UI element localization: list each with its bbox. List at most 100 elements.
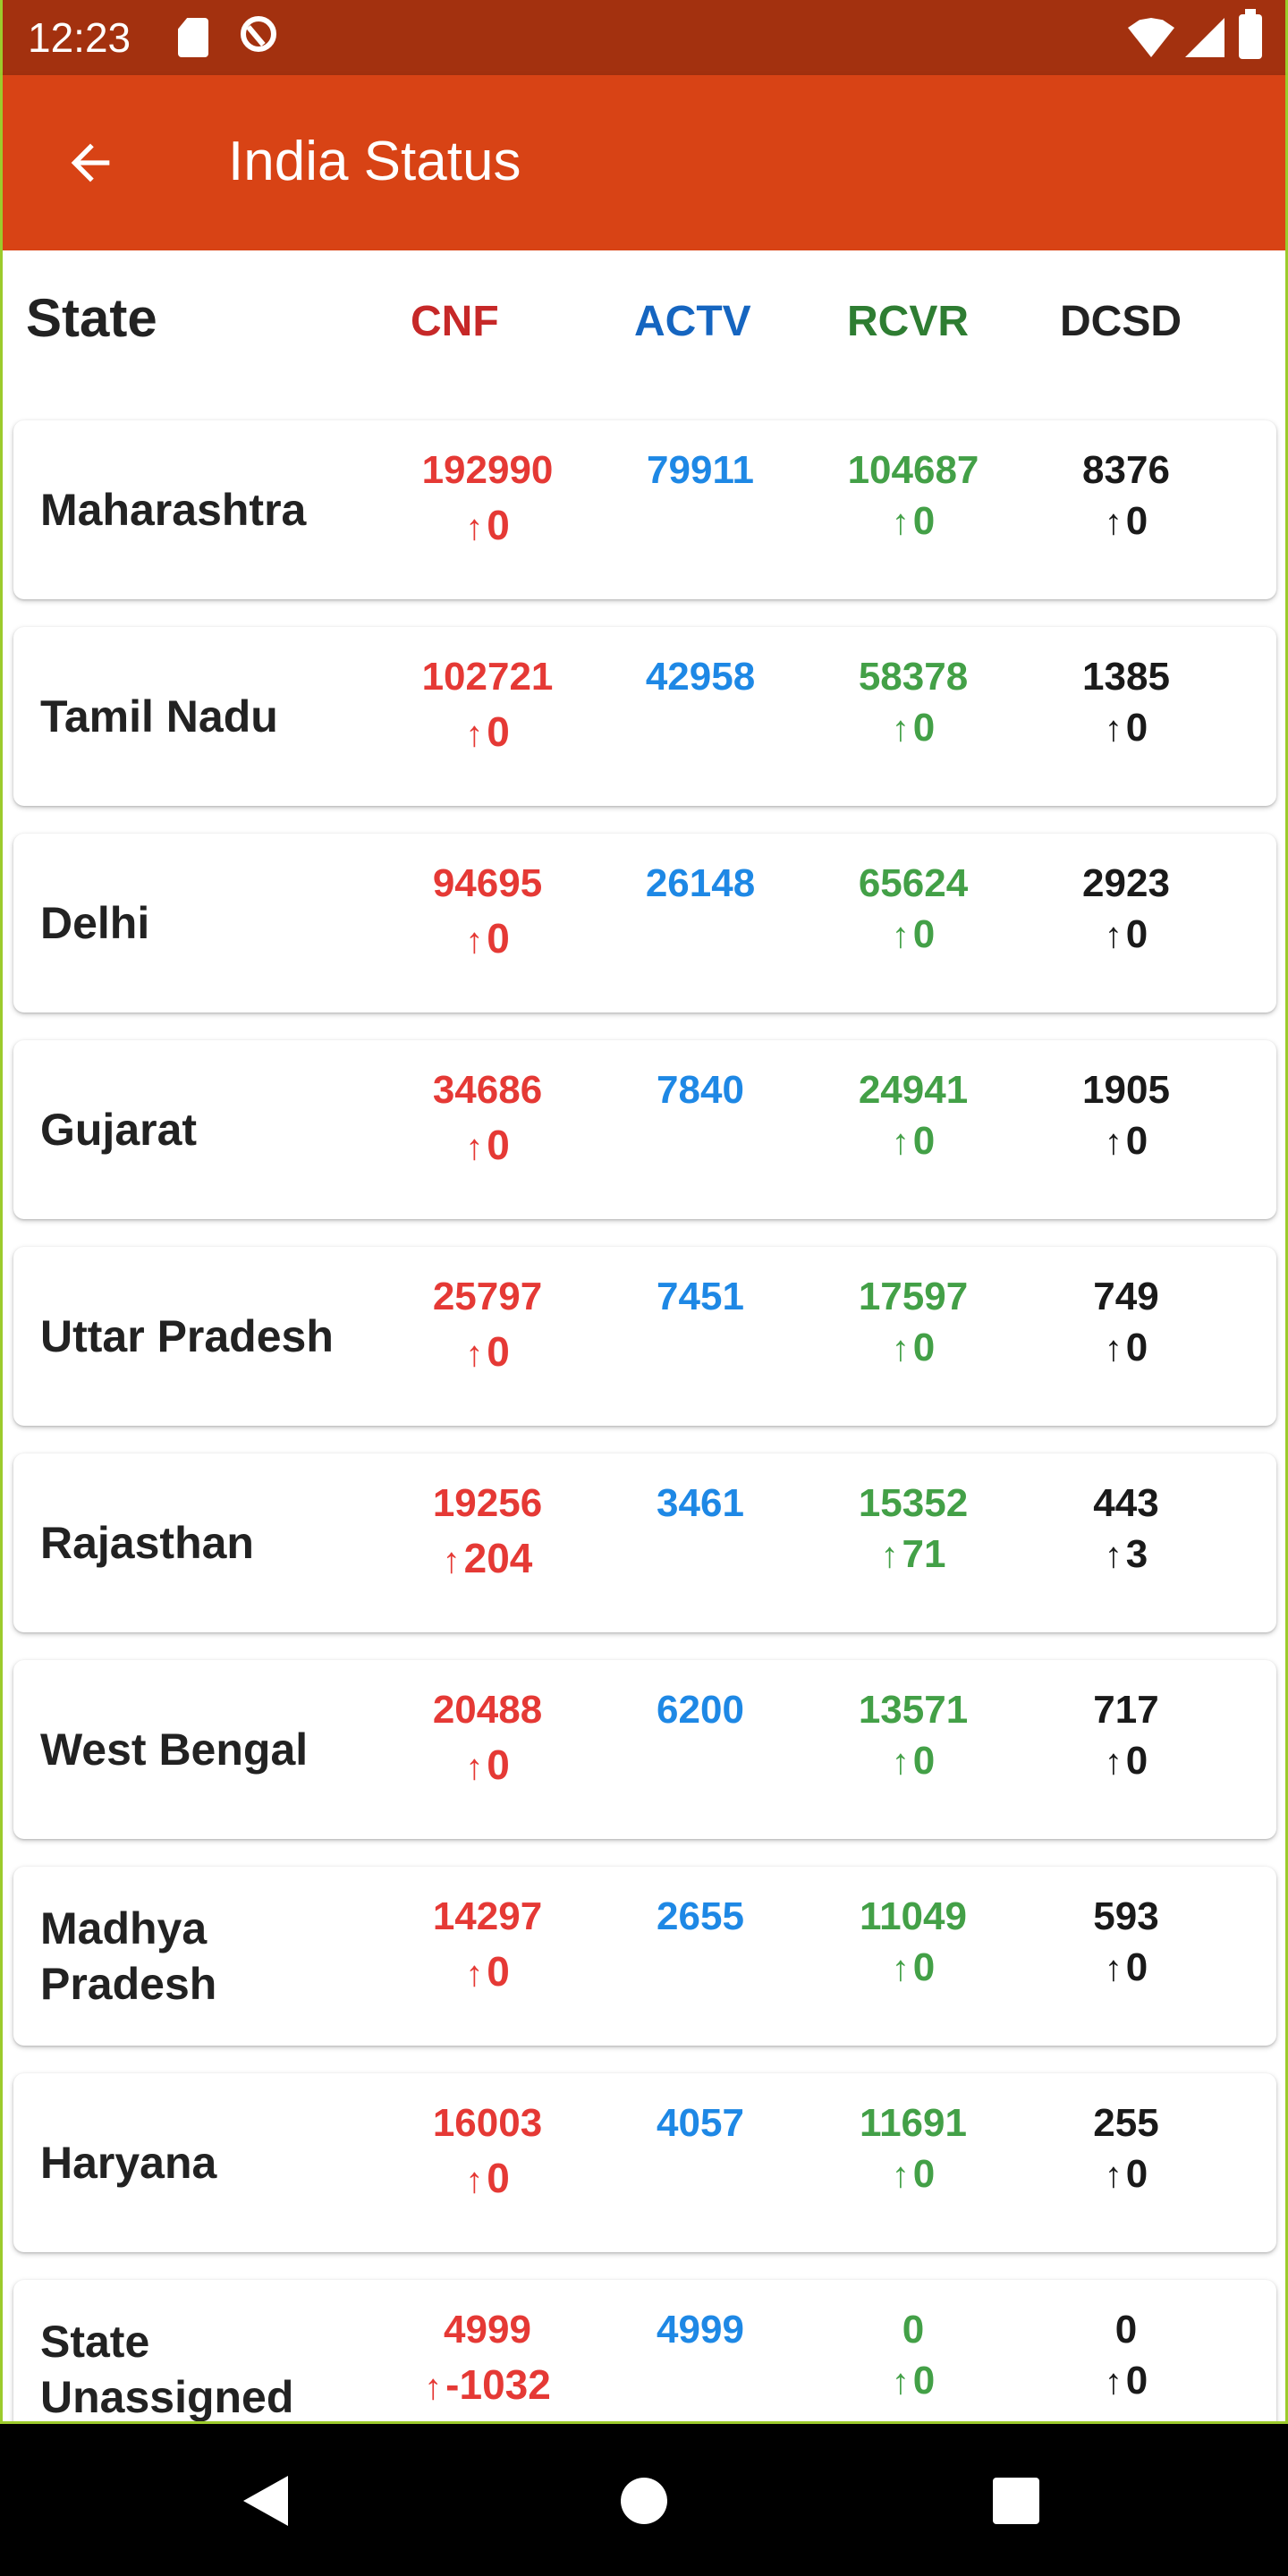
- deceased-value: 1905: [1082, 1068, 1170, 1112]
- active-value: 42958: [645, 655, 756, 699]
- recovered-delta-value: 0: [912, 1326, 936, 1369]
- nav-recents-icon[interactable]: [993, 2478, 1039, 2524]
- recovered-delta-value: 0: [912, 2152, 936, 2196]
- deceased-value: 1385: [1082, 655, 1170, 699]
- deceased-delta-value: 0: [1125, 706, 1148, 750]
- deceased-cell: 1905 ↑0: [1028, 1065, 1224, 1168]
- nav-home-icon[interactable]: [621, 2478, 667, 2524]
- deceased-cell: 255 ↑0: [1028, 2098, 1224, 2201]
- state-card[interactable]: Haryana 16003 ↑0 4057 11691 ↑0 255 ↑0: [13, 2073, 1276, 2252]
- deceased-value: 593: [1093, 1894, 1159, 1938]
- state-card[interactable]: Tamil Nadu 102721 ↑0 42958 58378 ↑0 1385 ↑0: [13, 627, 1276, 806]
- arrow-left-icon[interactable]: [62, 134, 119, 191]
- recovered-delta: ↑0: [815, 2148, 1012, 2201]
- arrow-up-icon: ↑: [1104, 2156, 1123, 2195]
- arrow-up-icon: ↑: [891, 1949, 910, 1988]
- confirmed-value: 94695: [432, 861, 543, 905]
- confirmed-delta-value: 0: [487, 502, 510, 548]
- state-card[interactable]: West Bengal 20488 ↑0 6200 13571 ↑0 717 ↑0: [13, 1660, 1276, 1839]
- state-card[interactable]: Rajasthan 19256 ↑204 3461 15352 ↑71 443 ↑3: [13, 1453, 1276, 1632]
- deceased-cell: 749 ↑0: [1028, 1272, 1224, 1375]
- confirmed-delta: ↑0: [389, 499, 586, 554]
- confirmed-cell: 19256 ↑204: [389, 1479, 586, 1587]
- confirmed-delta: ↑0: [389, 2152, 586, 2207]
- confirmed-value: 192990: [421, 448, 554, 492]
- deceased-value: 8376: [1082, 448, 1170, 492]
- active-cell: 7451: [602, 1272, 799, 1322]
- deceased-delta: ↑0: [1028, 1735, 1224, 1788]
- confirmed-cell: 16003 ↑0: [389, 2098, 586, 2207]
- active-value: 3461: [657, 1481, 744, 1525]
- confirmed-delta-value: 0: [487, 708, 510, 755]
- status-time: 12:23: [28, 14, 131, 61]
- arrow-up-icon: ↑: [891, 1123, 910, 1162]
- recovered-cell: 104687 ↑0: [815, 445, 1012, 548]
- recovered-value: 11691: [860, 2101, 967, 2145]
- recovered-delta: ↑0: [815, 2355, 1012, 2408]
- arrow-up-icon: ↑: [891, 2156, 910, 2195]
- deceased-delta: ↑0: [1028, 2148, 1224, 2201]
- state-name: Rajasthan: [40, 1518, 254, 1568]
- arrow-up-icon: ↑: [442, 1541, 461, 1580]
- nav-back-icon[interactable]: [243, 2476, 288, 2526]
- confirmed-delta: ↑204: [389, 1532, 586, 1587]
- deceased-delta-value: 0: [1125, 2359, 1148, 2402]
- recovered-value: 0: [902, 2308, 925, 2351]
- confirmed-value: 34686: [432, 1068, 543, 1112]
- state-card[interactable]: Uttar Pradesh 25797 ↑0 7451 17597 ↑0 749 ↑0: [13, 1247, 1276, 1426]
- deceased-delta-value: 0: [1125, 1945, 1148, 1989]
- recovered-value: 24941: [858, 1068, 969, 1112]
- deceased-delta: ↑0: [1028, 1115, 1224, 1168]
- arrow-up-icon: ↑: [465, 1954, 484, 1994]
- recovered-cell: 15352 ↑71: [815, 1479, 1012, 1581]
- deceased-delta-value: 0: [1125, 499, 1148, 543]
- deceased-delta: ↑0: [1028, 2355, 1224, 2408]
- wifi-icon: [1128, 18, 1174, 57]
- active-cell: 7840: [602, 1065, 799, 1115]
- state-name: Delhi: [40, 898, 150, 948]
- deceased-delta-value: 0: [1125, 2152, 1148, 2196]
- recovered-delta-value: 0: [912, 499, 936, 543]
- deceased-delta-value: 0: [1125, 1739, 1148, 1783]
- confirmed-delta: ↑0: [389, 1326, 586, 1380]
- state-card[interactable]: Maharashtra 192990 ↑0 79911 104687 ↑0 8376 ↑0: [13, 420, 1276, 599]
- confirmed-cell: 102721 ↑0: [389, 652, 586, 760]
- recovered-cell: 13571 ↑0: [815, 1685, 1012, 1788]
- recovered-delta: ↑0: [815, 1735, 1012, 1788]
- active-value: 79911: [647, 448, 754, 492]
- state-card[interactable]: State Unassigned 4999 ↑-1032 4999 0 ↑0 0 ↑0: [13, 2280, 1276, 2421]
- deceased-value: 443: [1093, 1481, 1159, 1525]
- deceased-delta: ↑0: [1028, 702, 1224, 755]
- recovered-cell: 11049 ↑0: [815, 1892, 1012, 1995]
- active-value: 7451: [657, 1275, 744, 1318]
- arrow-up-icon: ↑: [891, 503, 910, 542]
- state-card[interactable]: Gujarat 34686 ↑0 7840 24941 ↑0 1905 ↑0: [13, 1040, 1276, 1219]
- active-value: 26148: [645, 861, 756, 905]
- confirmed-value: 20488: [432, 1688, 543, 1732]
- arrow-up-icon: ↑: [465, 2161, 484, 2200]
- recovered-delta: ↑0: [815, 1322, 1012, 1375]
- state-list[interactable]: State CNF ACTV RCVR DCSD Maharashtra 1929…: [0, 250, 1288, 2424]
- state-name: Haryana: [40, 2138, 217, 2188]
- arrow-up-icon: ↑: [1104, 1742, 1123, 1782]
- state-card[interactable]: Delhi 94695 ↑0 26148 65624 ↑0 2923 ↑0: [13, 834, 1276, 1013]
- recovered-delta-value: 0: [912, 1945, 936, 1989]
- state-card[interactable]: Madhya Pradesh 14297 ↑0 2655 11049 ↑0 593 ↑0: [13, 1867, 1276, 2046]
- arrow-up-icon: ↑: [465, 1128, 484, 1167]
- deceased-delta: ↑0: [1028, 1322, 1224, 1375]
- arrow-up-icon: ↑: [1104, 709, 1123, 749]
- header-recovered: RCVR: [847, 298, 970, 345]
- active-value: 2655: [657, 1894, 744, 1938]
- recovered-cell: 0 ↑0: [815, 2305, 1012, 2408]
- active-cell: 26148: [602, 859, 799, 909]
- arrow-up-icon: ↑: [465, 715, 484, 754]
- arrow-up-icon: ↑: [465, 1748, 484, 1787]
- deceased-value: 0: [1114, 2308, 1138, 2351]
- recovered-value: 13571: [858, 1688, 969, 1732]
- deceased-cell: 0 ↑0: [1028, 2305, 1224, 2408]
- active-cell: 79911: [602, 445, 799, 496]
- arrow-up-icon: ↑: [891, 709, 910, 749]
- deceased-delta-value: 0: [1125, 1119, 1148, 1163]
- recovered-delta-value: 0: [912, 2359, 936, 2402]
- deceased-cell: 2923 ↑0: [1028, 859, 1224, 962]
